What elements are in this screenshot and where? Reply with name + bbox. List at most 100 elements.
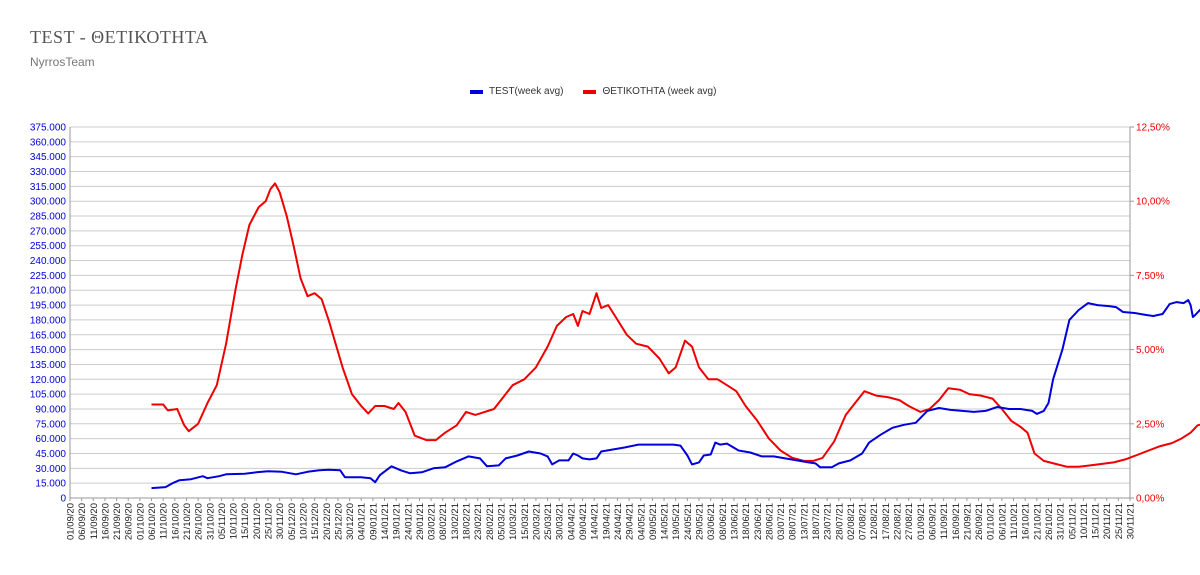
x-axis-tick-label: 20/03/21 [531,503,542,540]
x-axis-tick-label: 18/06/21 [741,503,752,540]
left-axis-tick-label: 195.000 [30,301,67,312]
x-axis-tick-label: 15/11/21 [1091,503,1102,539]
left-axis-tick-label: 30.000 [35,464,66,475]
left-axis-tick-label: 225.000 [30,271,67,282]
x-axis-tick-label: 25/03/21 [543,503,554,540]
x-axis-tick-label: 20/11/21 [1102,503,1113,539]
x-axis-tick-label: 06/10/21 [997,503,1008,540]
left-axis-tick-label: 120.000 [30,375,67,386]
right-axis-tick-label: 10,00% [1136,197,1170,208]
left-axis-tick-label: 45.000 [35,449,66,460]
right-axis-tick-label: 7,50% [1136,271,1164,282]
x-axis-tick-label: 14/01/21 [380,503,391,540]
x-axis-tick-label: 28/07/21 [834,503,845,540]
legend-item-positivity[interactable]: ΘΕΤΙΚΟΤΗΤΑ (week avg) [583,86,716,97]
x-axis-tick-label: 26/10/20 [194,503,205,540]
left-axis-tick-label: 15.000 [35,479,66,490]
x-axis-tick-label: 08/06/21 [718,503,729,540]
x-axis-tick-label: 28/06/21 [764,503,775,540]
x-axis-tick-label: 03/02/21 [427,503,438,540]
x-axis-tick-label: 01/09/20 [66,503,77,540]
legend-label-positivity: ΘΕΤΙΚΟΤΗΤΑ (week avg) [602,86,717,97]
x-axis-tick-label: 10/11/21 [1079,503,1090,539]
x-axis-tick-label: 14/05/21 [660,503,671,540]
right-axis-tick-label: 12,50% [1136,123,1170,134]
x-axis-tick-label: 30/11/20 [275,503,286,539]
x-axis-tick-label: 15/03/21 [520,503,531,540]
series-line-positivity [151,182,1200,468]
x-axis-tick-label: 26/09/20 [124,503,135,540]
x-axis-tick-label: 21/09/21 [962,503,973,540]
chart-title: TEST - ΘΕΤΙΚΟΤΗΤΑ [30,27,209,47]
right-axis-tick-label: 2,50% [1136,419,1164,430]
legend-item-test[interactable]: TEST(week avg) [470,86,563,97]
x-axis-tick-label: 02/08/21 [846,503,857,540]
x-axis-tick-label: 30/11/21 [1126,503,1137,539]
x-axis-tick-label: 24/05/21 [683,503,694,540]
x-axis-tick-label: 30/12/20 [345,503,356,540]
x-axis-tick-label: 24/01/21 [403,503,414,540]
x-axis-tick-label: 05/12/20 [287,503,298,540]
legend-swatch-positivity [583,89,597,94]
series-line-test [151,299,1200,490]
x-axis-tick-label: 30/03/21 [555,503,566,540]
left-axis-tick-label: 90.000 [35,404,66,415]
x-axis-tick-label: 24/04/21 [613,503,624,540]
left-axis-tick-label: 105.000 [30,390,67,401]
left-axis-tick-label: 210.000 [30,286,67,297]
x-axis-tick-label: 15/12/20 [310,503,321,540]
x-axis-tick-label: 23/06/21 [753,503,764,540]
x-axis-tick-label: 06/09/20 [77,503,88,540]
x-axis-tick-label: 13/02/21 [450,503,461,540]
x-axis-tick-label: 11/10/20 [159,503,170,539]
legend-label-test: TEST(week avg) [489,86,564,97]
x-axis-tick-label: 26/10/21 [1044,503,1055,540]
x-axis-tick-label: 31/10/20 [205,503,216,540]
x-axis-tick-label: 08/02/21 [438,503,449,540]
x-axis-tick-label: 09/01/21 [368,503,379,540]
x-axis-tick-label: 31/10/21 [1056,503,1067,540]
x-axis-tick-label: 29/04/21 [625,503,636,540]
legend-swatch-test [470,89,483,94]
x-axis-tick-label: 29/01/21 [415,503,426,540]
left-axis-tick-label: 375.000 [30,123,67,134]
x-axis-tick-label: 27/08/21 [904,503,915,540]
x-axis-tick-label: 03/06/21 [706,503,717,540]
x-axis-tick-label: 10/03/21 [508,503,519,540]
x-axis-tick-label: 26/09/21 [974,503,985,540]
x-axis-tick-label: 08/07/21 [788,503,799,540]
x-axis-tick-label: 15/11/20 [240,503,251,539]
x-axis-tick-label: 12/08/21 [869,503,880,540]
x-axis-tick-label: 19/04/21 [601,503,612,540]
x-axis-tick-label: 09/05/21 [648,503,659,540]
x-axis-tick-label: 06/10/20 [147,503,158,540]
x-axis-tick-label: 29/05/21 [695,503,706,540]
x-axis-tick-label: 01/10/21 [986,503,997,540]
x-axis-tick-label: 16/09/21 [951,503,962,540]
x-axis-tick-label: 11/10/21 [1009,503,1020,539]
x-axis-tick-label: 04/01/21 [357,503,368,540]
left-axis-tick-label: 165.000 [30,330,67,341]
x-axis-tick-label: 05/03/21 [496,503,507,540]
left-axis-tick-label: 180.000 [30,315,67,326]
legend: TEST(week avg) ΘΕΤΙΚΟΤΗΤΑ (week avg) [470,86,716,97]
x-axis-tick-label: 09/04/21 [578,503,589,540]
left-axis-tick-label: 330.000 [30,167,67,178]
left-axis-tick-label: 75.000 [35,419,66,430]
x-axis-tick-label: 05/11/21 [1067,503,1078,539]
x-axis-tick-label: 01/09/21 [916,503,927,540]
x-axis-tick-label: 04/04/21 [566,503,577,540]
left-axis-tick-label: 0 [60,494,66,505]
chart-subtitle: NyrrosTeam [30,55,95,69]
x-axis-tick-label: 25/11/21 [1114,503,1125,539]
x-axis-tick-label: 13/07/21 [799,503,810,540]
x-axis-tick-label: 11/09/20 [89,503,100,539]
x-axis-tick-label: 23/02/21 [473,503,484,540]
x-axis-tick-label: 10/11/20 [229,503,240,539]
left-axis-tick-label: 315.000 [30,182,67,193]
x-axis-tick-label: 17/08/21 [881,503,892,540]
x-axis-tick-label: 13/06/21 [729,503,740,540]
x-axis-tick-label: 21/09/20 [112,503,123,540]
left-axis-tick-label: 60.000 [35,434,66,445]
x-axis-tick-label: 25/11/20 [264,503,275,539]
